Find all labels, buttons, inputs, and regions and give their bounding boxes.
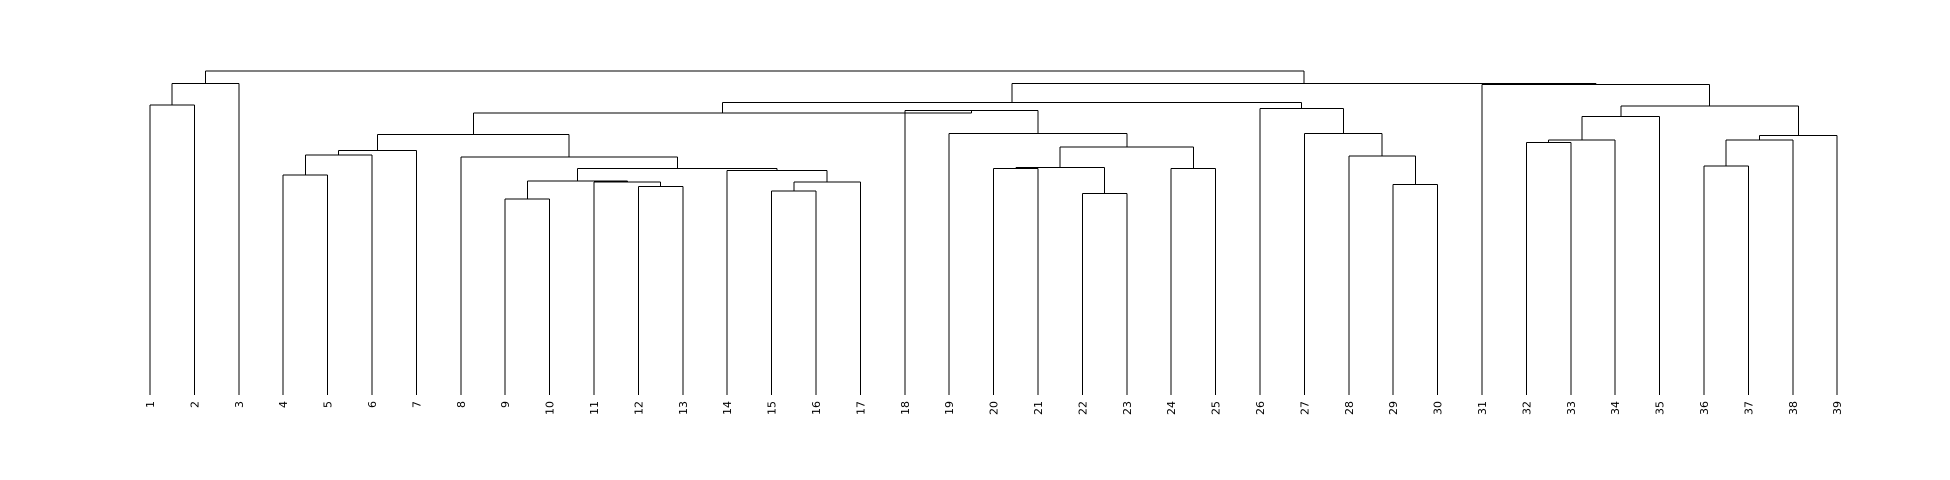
- leaf-label: 33: [1565, 401, 1578, 415]
- leaf-label: 7: [410, 401, 423, 408]
- leaf-label: 16: [810, 401, 823, 415]
- leaf-label: 23: [1121, 401, 1134, 415]
- leaf-label: 15: [766, 401, 779, 415]
- leaf-label: 13: [677, 401, 690, 415]
- leaf-label: 10: [544, 401, 557, 415]
- leaf-label: 17: [854, 401, 867, 415]
- leaf-label: 37: [1742, 401, 1755, 415]
- leaf-label: 14: [721, 401, 734, 415]
- leaf-label: 8: [455, 401, 468, 408]
- leaf-label: 22: [1076, 401, 1089, 415]
- leaf-label: 35: [1654, 401, 1667, 415]
- leaf-label: 9: [499, 401, 512, 408]
- leaf-label: 24: [1165, 401, 1178, 415]
- leaf-label: 32: [1520, 401, 1533, 415]
- leaf-label: 34: [1609, 401, 1622, 415]
- leaf-label: 30: [1432, 401, 1445, 415]
- leaf-label: 20: [988, 401, 1001, 415]
- leaf-label: 19: [943, 401, 956, 415]
- leaf-labels: 1 2 3 4 5 6 7 8 9 10 11 12 13 14 15 16 17 18 19 20 21 22 23 24 2…: [144, 401, 1844, 415]
- leaf-label: 27: [1298, 401, 1311, 415]
- leaf-label: 1: [144, 401, 157, 408]
- leaf-label: 11: [588, 401, 601, 415]
- leaf-label: 26: [1254, 401, 1267, 415]
- dendrogram-links: [149, 70, 1838, 395]
- leaf-label: 21: [1032, 401, 1045, 415]
- leaf-label: 12: [632, 401, 645, 415]
- leaf-label: 4: [277, 401, 290, 408]
- leaf-label: 28: [1343, 401, 1356, 415]
- leaf-label: 6: [366, 401, 379, 408]
- leaf-label: 3: [233, 401, 246, 408]
- leaf-label: 2: [188, 401, 201, 408]
- leaf-label: 36: [1698, 401, 1711, 415]
- leaf-label: 18: [899, 401, 912, 415]
- leaf-label: 29: [1387, 401, 1400, 415]
- leaf-label: 31: [1476, 401, 1489, 415]
- leaf-label: 25: [1210, 401, 1223, 415]
- leaf-label: 39: [1831, 401, 1844, 415]
- leaf-label: 5: [322, 401, 335, 408]
- leaf-label: 38: [1787, 401, 1800, 415]
